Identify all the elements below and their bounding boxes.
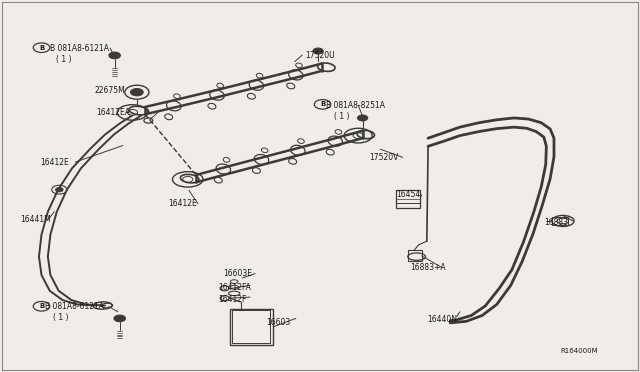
Circle shape	[109, 52, 120, 59]
Text: B: B	[39, 45, 44, 51]
Text: 16883+A: 16883+A	[410, 263, 446, 272]
Text: 16412E: 16412E	[169, 199, 197, 208]
Text: B 081A8-8251A: B 081A8-8251A	[326, 100, 385, 110]
Text: B: B	[320, 101, 325, 108]
Text: 17520V: 17520V	[369, 153, 399, 162]
Text: 22675M: 22675M	[94, 86, 125, 95]
Text: ( 1 ): ( 1 )	[334, 112, 349, 121]
Text: ( 1 ): ( 1 )	[53, 313, 68, 322]
Text: 16412EA: 16412EA	[96, 108, 130, 117]
Text: 16883: 16883	[544, 218, 568, 227]
Text: B 081A8-6121A: B 081A8-6121A	[45, 302, 104, 311]
Text: 16440N: 16440N	[427, 315, 457, 324]
Text: 16603E: 16603E	[223, 269, 252, 278]
Bar	[408, 250, 422, 262]
Text: R164000M: R164000M	[561, 348, 598, 354]
Text: B 081A8-6121A: B 081A8-6121A	[50, 44, 109, 52]
Text: 16412E: 16412E	[40, 158, 69, 167]
Circle shape	[131, 89, 143, 96]
Text: 16412FA: 16412FA	[218, 283, 251, 292]
Circle shape	[358, 115, 368, 121]
Bar	[230, 309, 273, 345]
Text: 16454: 16454	[396, 190, 420, 199]
Text: B: B	[39, 303, 44, 309]
Bar	[552, 217, 568, 225]
Text: 16441M: 16441M	[20, 215, 51, 224]
Text: ( 1 ): ( 1 )	[56, 55, 72, 64]
Text: 16603: 16603	[266, 318, 290, 327]
Circle shape	[56, 187, 63, 192]
Text: 17520U: 17520U	[305, 51, 334, 60]
Bar	[232, 310, 271, 343]
Circle shape	[114, 315, 125, 322]
Circle shape	[313, 48, 323, 54]
Bar	[396, 190, 420, 208]
Text: 16412F: 16412F	[218, 295, 246, 304]
